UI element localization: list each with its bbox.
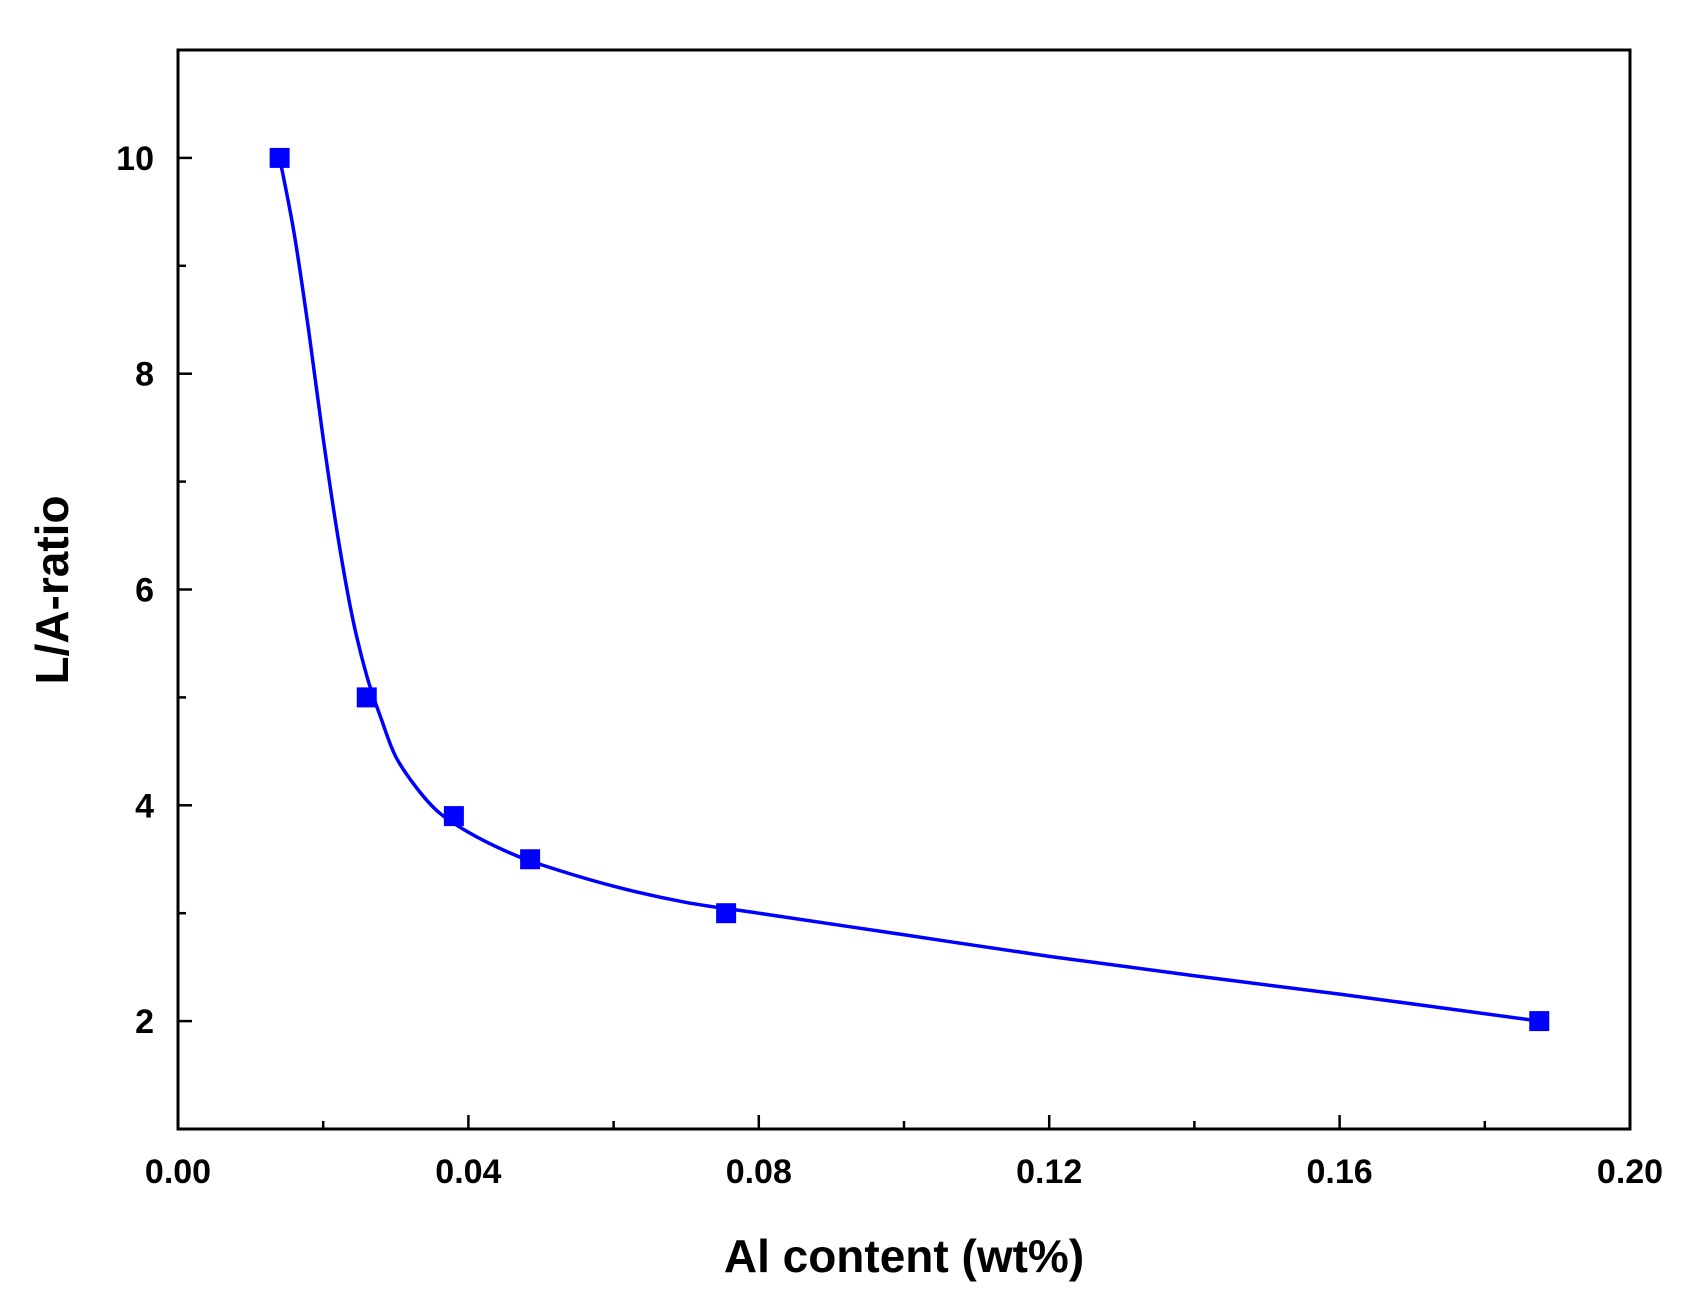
data-point (716, 903, 737, 924)
y-tick-label: 10 (116, 140, 154, 178)
x-axis-ticks: 0.00 0.04 0.08 0.12 0.16 0.20 (145, 1115, 1663, 1191)
x-tick-label: 0.08 (726, 1153, 792, 1191)
y-tick-label: 8 (135, 356, 154, 394)
y-tick-label: 6 (135, 572, 154, 610)
y-tick-label: 4 (135, 787, 154, 825)
x-tick-label: 0.04 (435, 1153, 501, 1191)
data-point (443, 806, 464, 827)
x-tick-label: 0.12 (1016, 1153, 1082, 1191)
x-axis-title: Al content (wt%) (724, 1230, 1084, 1282)
x-tick-label: 0.16 (1307, 1153, 1373, 1191)
fit-curve (277, 157, 1540, 1023)
y-axis-ticks: 2 4 6 8 10 (116, 48, 192, 1041)
data-markers (269, 147, 1550, 1032)
plot-area (176, 48, 1632, 1131)
y-axis-title: L/A-ratio (26, 495, 78, 684)
y-tick-label: 2 (135, 1003, 154, 1041)
data-point (269, 147, 290, 168)
x-tick-label: 0.00 (145, 1153, 211, 1191)
data-point (520, 849, 541, 870)
data-point (1529, 1011, 1550, 1032)
data-point (356, 687, 377, 708)
x-tick-label: 0.20 (1597, 1153, 1663, 1191)
